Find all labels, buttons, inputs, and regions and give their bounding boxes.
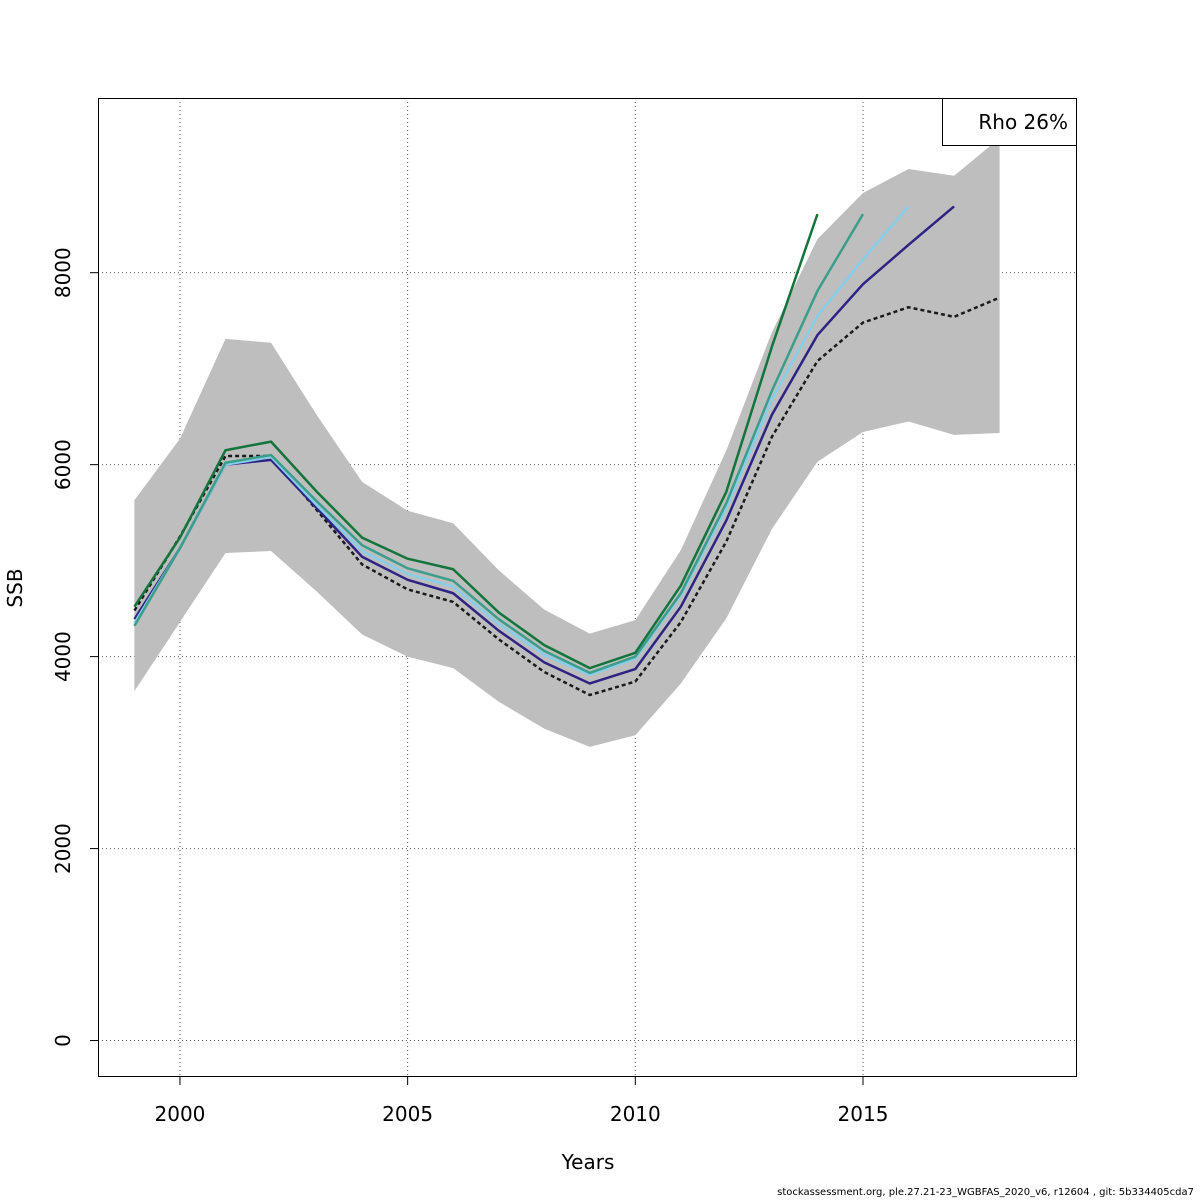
confidence-band xyxy=(134,138,1000,747)
legend: Rho 26% xyxy=(942,98,1077,146)
legend-box xyxy=(942,98,1077,146)
legend-text: Rho 26% xyxy=(978,110,1068,134)
series-line-3 xyxy=(133,213,865,675)
series-line-1 xyxy=(133,205,955,685)
x-tick-label: 2015 xyxy=(838,1102,889,1126)
y-tick-label: 2000 xyxy=(51,823,75,874)
x-axis-title: Years xyxy=(561,1150,615,1174)
y-tick-label: 8000 xyxy=(51,247,75,298)
y-tick-label: 0 xyxy=(51,1034,75,1047)
series-layer xyxy=(133,205,1001,697)
y-tick-label: 4000 xyxy=(51,631,75,682)
y-axis: 0 2000 4000 6000 8000 xyxy=(51,247,98,1047)
x-tick-label: 2010 xyxy=(610,1102,661,1126)
plot-frame xyxy=(98,98,1077,1077)
x-tick-label: 2005 xyxy=(382,1102,433,1126)
footer-credit: stockassessment.org, ple.27.21-23_WGBFAS… xyxy=(777,1187,1194,1198)
x-tick-label: 2000 xyxy=(155,1102,206,1126)
series-line-4 xyxy=(133,213,819,670)
series-line-2 xyxy=(133,205,910,677)
y-axis-title: SSB xyxy=(3,568,27,607)
y-tick-label: 6000 xyxy=(51,439,75,490)
confidence-band-layer xyxy=(134,138,1000,747)
x-axis: 2000 2005 2010 2015 xyxy=(155,1077,889,1126)
